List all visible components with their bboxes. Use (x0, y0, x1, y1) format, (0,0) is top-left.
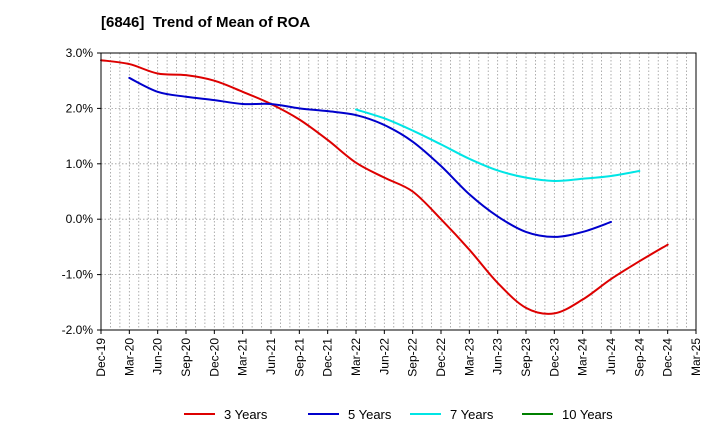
x-tick-label: Mar-25 (689, 338, 703, 376)
series-line-7-years (355, 108, 641, 182)
x-axis: Dec-19 Mar-20 Jun-20 Sep-20 Dec-20 Mar-21 Jun-… (94, 330, 703, 377)
x-tick-label: Sep-24 (632, 338, 646, 377)
y-tick-label: -2.0% (62, 323, 94, 337)
x-tick-label: Dec-23 (547, 338, 561, 377)
x-tick-label: Sep-23 (519, 338, 533, 377)
x-tick-label: Jun-24 (604, 338, 618, 375)
y-tick-label: 1.0% (66, 157, 94, 171)
series-line-3-years (100, 59, 669, 315)
x-tick-label: Jun-20 (151, 338, 165, 375)
legend-label-10-years: 10 Years (562, 407, 613, 422)
y-tick-label: 2.0% (66, 101, 94, 115)
series-line-5-years (128, 76, 612, 238)
x-tick-label: Sep-20 (179, 338, 193, 377)
x-tick-label: Sep-21 (292, 338, 306, 377)
x-tick-label: Mar-23 (462, 338, 476, 376)
y-tick-label: 3.0% (66, 46, 94, 60)
y-axis: 3.0% 2.0% 1.0% 0.0% -1.0% -2.0% (62, 46, 101, 337)
x-tick-label: Dec-19 (94, 338, 108, 377)
series-layer (100, 59, 669, 315)
x-tick-label: Dec-20 (207, 338, 221, 377)
x-tick-label: Sep-22 (406, 338, 420, 377)
x-tick-label: Jun-21 (264, 338, 278, 375)
y-tick-label: -1.0% (62, 268, 94, 282)
grid (101, 52, 696, 331)
x-tick-label: Mar-21 (236, 338, 250, 376)
x-tick-label: Mar-24 (576, 338, 590, 376)
x-tick-label: Mar-20 (122, 338, 136, 376)
legend-label-5-years: 5 Years (348, 407, 392, 422)
x-tick-label: Dec-21 (321, 338, 335, 377)
plot-frame (100, 52, 697, 331)
legend: 3 Years 5 Years 7 Years 10 Years (184, 407, 613, 422)
legend-label-3-years: 3 Years (224, 407, 268, 422)
y-tick-label: 0.0% (66, 212, 94, 226)
x-tick-label: Jun-23 (491, 338, 505, 375)
x-tick-label: Jun-22 (377, 338, 391, 375)
x-tick-label: Mar-22 (349, 338, 363, 376)
x-tick-label: Dec-24 (661, 338, 675, 377)
chart-title: [6846] Trend of Mean of ROA (101, 14, 311, 31)
x-tick-label: Dec-22 (434, 338, 448, 377)
legend-label-7-years: 7 Years (450, 407, 494, 422)
